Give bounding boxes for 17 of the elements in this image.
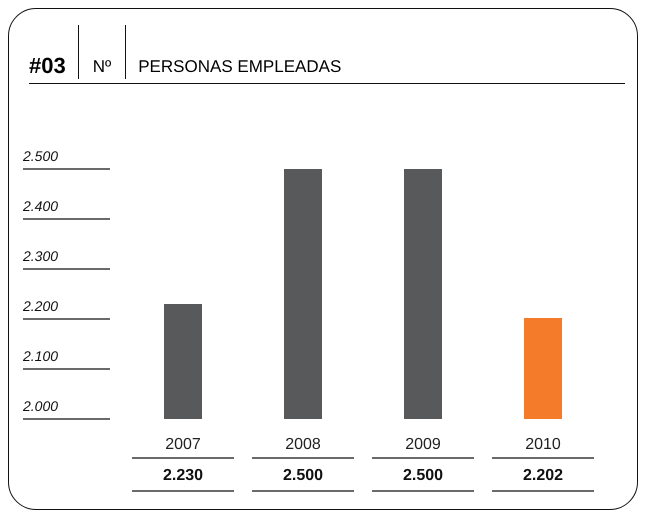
- text: #03: [29, 53, 67, 80]
- y-tick-label: 2.300: [22, 248, 58, 264]
- y-tick-label: 2.400: [22, 198, 58, 214]
- y-tick-label: 2.500: [22, 148, 58, 164]
- y-axis-title: Nº: [92, 57, 112, 78]
- data-label: 2.230: [162, 467, 204, 484]
- data-label: 2.500: [282, 467, 324, 484]
- data-label: 2.500: [402, 467, 444, 484]
- chart-title: PERSONAS EMPLEADAS: [137, 57, 342, 78]
- x-tick-label: 2007: [165, 436, 201, 453]
- y-tick-label: 2.100: [22, 348, 58, 364]
- x-tick-label: 2008: [285, 436, 321, 453]
- data-label: 2.202: [522, 467, 564, 484]
- x-tick-label: 2009: [405, 436, 441, 453]
- x-tick-label: 2010: [525, 436, 561, 453]
- y-tick-label: 2.200: [22, 298, 58, 314]
- y-tick-label: 2.000: [22, 398, 58, 414]
